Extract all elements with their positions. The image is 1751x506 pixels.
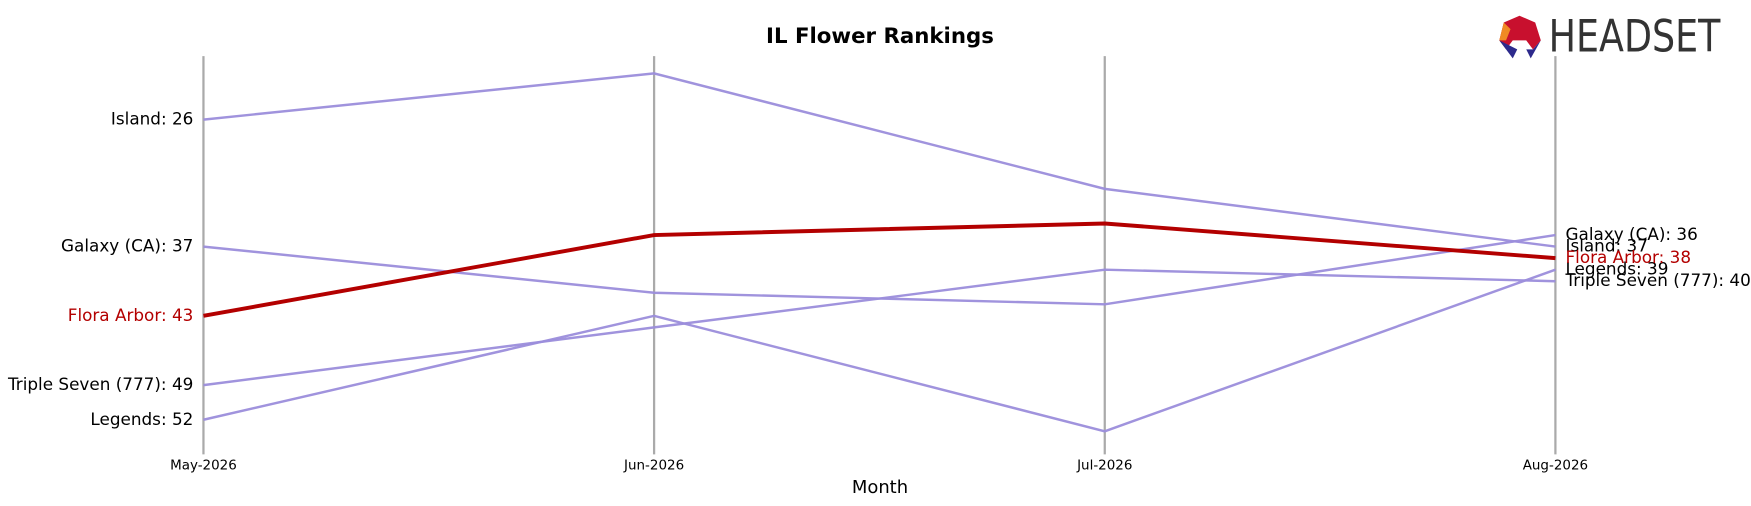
logo: HEADSET [1499,9,1721,62]
series-line [203,268,1556,433]
start-label: Flora Arbor: 43 [68,305,194,325]
end-label: Triple Seven (777): 40 [1565,270,1751,290]
end-label: Flora Arbor: 38 [1566,247,1692,267]
end-label: Legends: 39 [1566,259,1669,279]
series-line [203,268,1556,387]
end-label: Island: 37 [1566,236,1648,256]
end-label: Galaxy (CA): 36 [1566,224,1698,244]
logo-mark [1526,40,1541,59]
start-label: Triple Seven (777): 49 [7,374,193,394]
x-tick-label: Aug-2026 [1523,459,1588,474]
x-tick-label: May-2026 [170,459,237,474]
start-label: Galaxy (CA): 37 [61,236,193,256]
start-label: Legends: 52 [90,409,193,429]
x-tick-label: Jun-2026 [623,459,684,474]
logo-mark [1499,22,1511,41]
chart-title: IL Flower Rankings [766,24,994,49]
logo-mark [1499,15,1541,50]
series-line [203,233,1556,306]
x-axis-label: Month [852,477,908,498]
logo-mark [1499,40,1518,59]
logo-text: HEADSET [1549,9,1721,62]
series-line [203,72,1556,248]
start-label: Island: 26 [111,109,193,129]
series-line [203,221,1556,318]
x-tick-label: Jul-2026 [1076,459,1132,474]
